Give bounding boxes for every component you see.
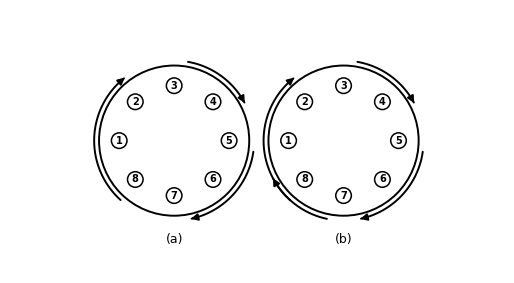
Text: (a): (a) [166, 233, 183, 246]
Circle shape [222, 133, 237, 148]
Circle shape [167, 78, 182, 93]
Text: 2: 2 [132, 97, 139, 107]
Text: 6: 6 [210, 175, 216, 185]
Circle shape [281, 133, 297, 148]
Text: 3: 3 [340, 81, 347, 91]
Circle shape [375, 94, 390, 110]
Text: 5: 5 [226, 136, 232, 146]
Text: 6: 6 [379, 175, 386, 185]
Circle shape [167, 188, 182, 203]
Text: 3: 3 [171, 81, 177, 91]
Text: 8: 8 [132, 175, 139, 185]
Circle shape [205, 172, 221, 187]
Text: 4: 4 [379, 97, 386, 107]
Circle shape [297, 94, 313, 110]
Text: 7: 7 [171, 190, 177, 201]
Text: 2: 2 [301, 97, 308, 107]
Text: (b): (b) [335, 233, 353, 246]
Circle shape [205, 94, 221, 110]
Circle shape [336, 188, 352, 203]
Circle shape [127, 94, 143, 110]
Circle shape [391, 133, 406, 148]
Circle shape [336, 78, 352, 93]
Text: 4: 4 [210, 97, 216, 107]
Text: 7: 7 [340, 190, 347, 201]
Circle shape [297, 172, 313, 187]
Text: 5: 5 [395, 136, 402, 146]
Text: 8: 8 [301, 175, 308, 185]
Circle shape [112, 133, 127, 148]
Text: 1: 1 [285, 136, 292, 146]
Text: 1: 1 [116, 136, 122, 146]
Circle shape [127, 172, 143, 187]
Circle shape [375, 172, 390, 187]
